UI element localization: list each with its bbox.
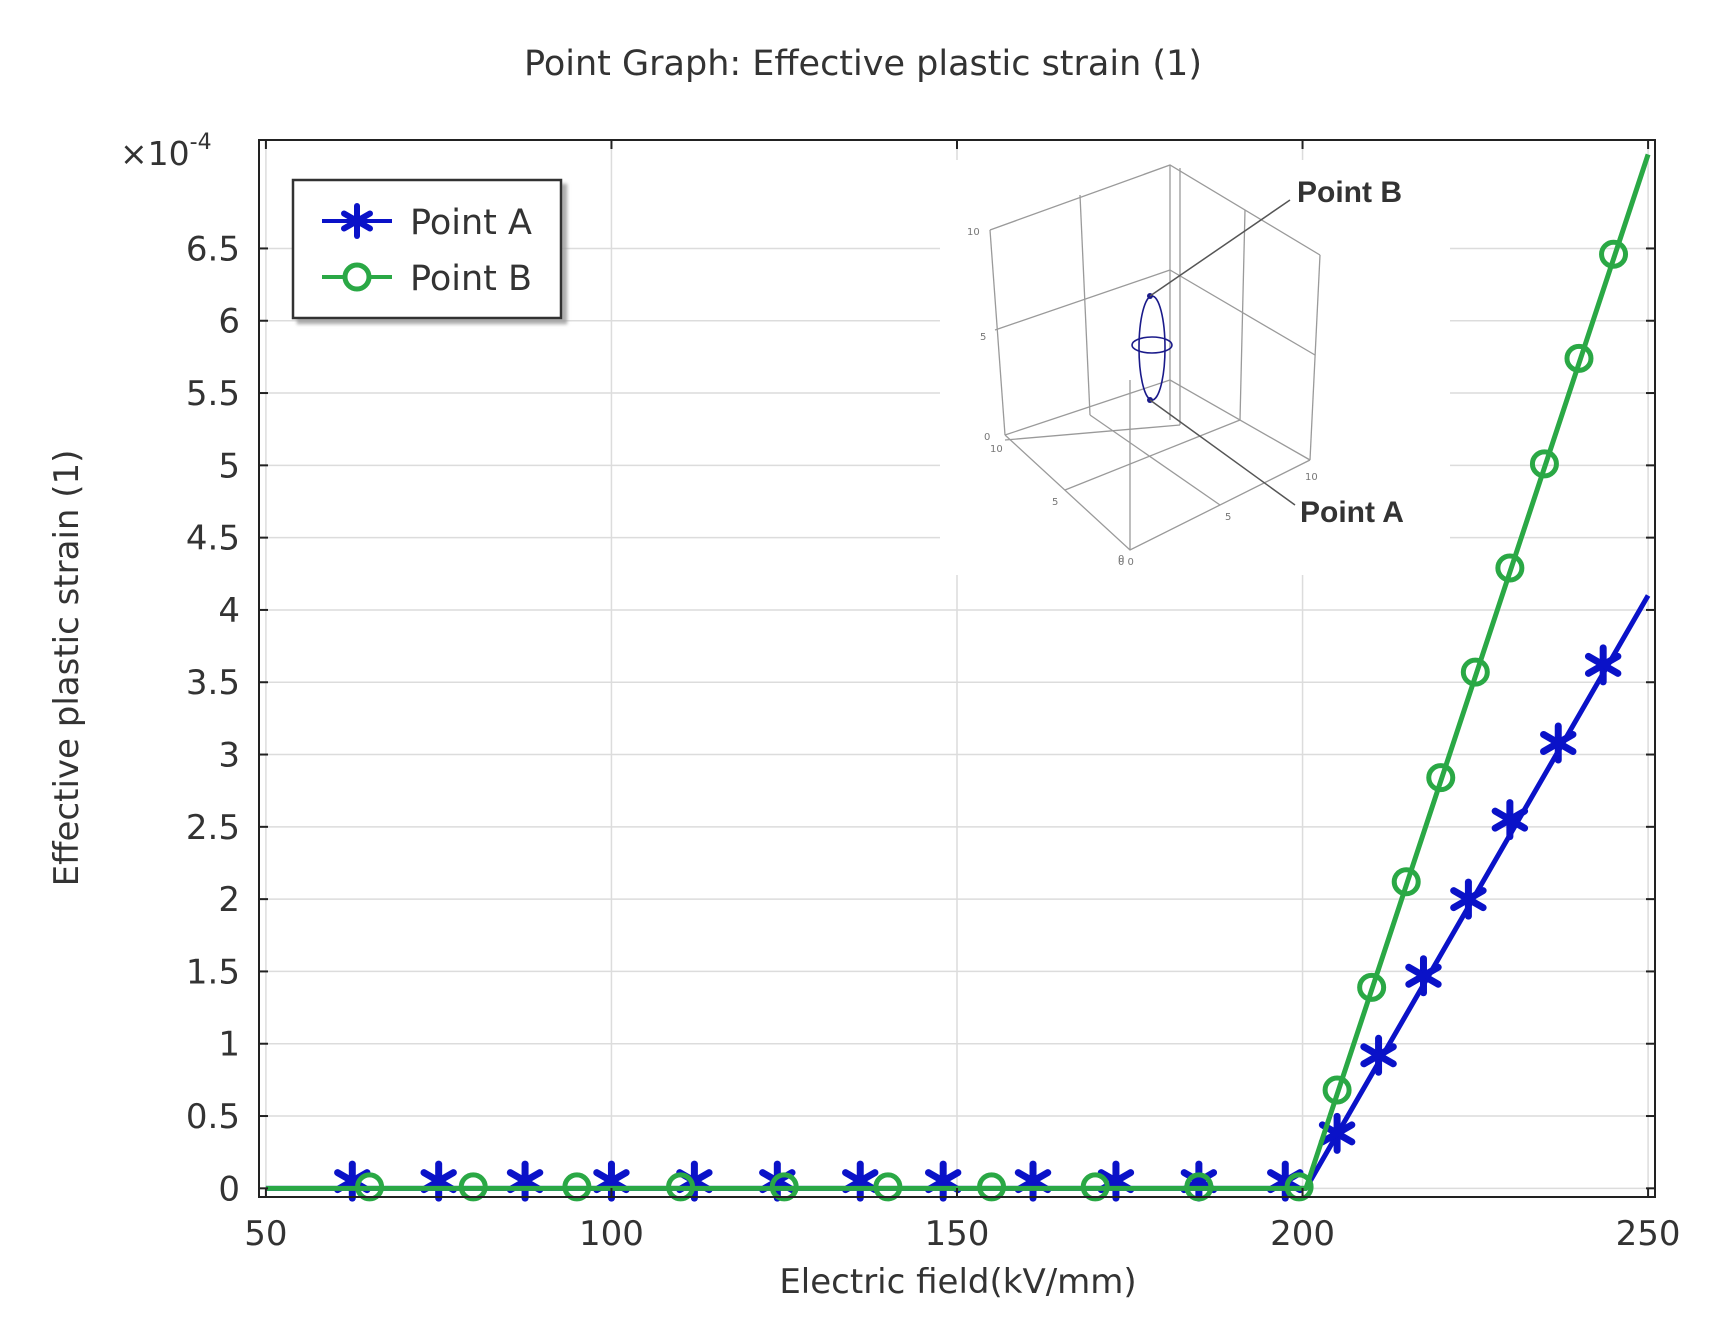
legend-asterisk-icon — [341, 203, 373, 239]
y-tick-label: 3 — [218, 736, 240, 776]
y-axis-multiplier: ×10-4 — [120, 130, 212, 173]
legend-circle-icon — [342, 262, 372, 292]
y-tick-label: 0 — [218, 1169, 240, 1209]
data-point-point-a — [334, 1160, 371, 1202]
series-layer — [265, 153, 1651, 1202]
data-point-point-a — [1014, 1160, 1052, 1202]
data-point-point-b — [1357, 972, 1387, 1002]
inset-tick-label: 0 0 — [1118, 557, 1134, 568]
y-tick-label: 4 — [218, 591, 240, 631]
inset-background — [940, 160, 1450, 575]
data-point-point-b — [769, 1172, 799, 1202]
inset-label-point-a: Point A — [1300, 496, 1404, 529]
x-tick-label: 150 — [925, 1214, 990, 1254]
inset-tick-label: 10 — [967, 227, 980, 238]
data-point-point-a — [506, 1160, 544, 1202]
data-point-point-b — [873, 1172, 903, 1202]
y-tick-label: 4.5 — [186, 519, 240, 559]
data-point-point-b — [1391, 867, 1421, 897]
data-point-point-b — [355, 1172, 385, 1202]
x-tick-label: 100 — [579, 1214, 644, 1254]
data-point-point-b — [1529, 449, 1559, 479]
data-point-point-b — [1460, 657, 1490, 687]
data-point-point-b — [1495, 553, 1525, 583]
x-axis-label: Electric field(kV/mm) — [779, 1262, 1136, 1302]
inset-leader-a — [1149, 399, 1296, 506]
x-tick-label: 50 — [244, 1214, 287, 1254]
data-point-point-a — [676, 1160, 713, 1202]
inset-tick-label: 5 — [980, 332, 986, 343]
data-point-point-b — [1080, 1172, 1110, 1202]
y-tick-label: 6.5 — [186, 229, 240, 269]
inset-tick-label: 0 — [1118, 554, 1124, 565]
data-point-point-a — [1405, 955, 1442, 997]
data-point-point-b — [1322, 1075, 1352, 1105]
data-point-point-a — [1360, 1034, 1397, 1076]
data-point-point-a — [759, 1160, 796, 1202]
y-axis-label: Effective plastic strain (1) — [47, 450, 87, 887]
legend-label-point-a: Point A — [410, 203, 532, 243]
y-tick-label: 5 — [218, 446, 240, 486]
y-tick-label: 3.5 — [186, 663, 240, 703]
inset-label-point-b: Point B — [1297, 176, 1402, 209]
inset-box-wireframe — [989, 164, 1321, 551]
y-tick-labels: 0 0.5 1 1.5 2 2.5 3 3.5 4 4.5 5 5.5 6 6.5 — [186, 229, 240, 1209]
data-point-point-b — [977, 1172, 1007, 1202]
x-tick-labels: 50 100 150 200 250 — [244, 1214, 1680, 1254]
data-point-point-a — [1450, 878, 1487, 920]
series-line-point-b — [265, 153, 1651, 1191]
data-point-point-b — [562, 1172, 592, 1202]
data-point-point-b — [1564, 343, 1594, 373]
legend-item-point-a: Point A — [322, 203, 532, 243]
inset-tick-label: 5 — [1225, 512, 1231, 523]
x-tick-label: 200 — [1270, 1214, 1335, 1254]
y-tick-label: 2 — [218, 880, 240, 920]
legend-item-point-b: Point B — [322, 259, 532, 299]
inset-tick-label: 5 — [1052, 497, 1058, 508]
y-tick-label: 1.5 — [186, 952, 240, 992]
inset-tick-label: 0 — [984, 432, 990, 443]
data-point-point-b — [1284, 1172, 1314, 1202]
data-point-point-b — [1184, 1172, 1214, 1202]
data-point-point-a — [1267, 1160, 1304, 1202]
y-tick-label: 5.5 — [186, 374, 240, 414]
legend: Point A Point B — [291, 178, 563, 320]
inset-leader-b — [1149, 199, 1291, 297]
data-point-point-a — [420, 1160, 457, 1202]
data-point-point-a — [1540, 722, 1577, 764]
axis-ticks — [259, 140, 1655, 1197]
data-point-point-b — [666, 1172, 696, 1202]
chart-title: Point Graph: Effective plastic strain (1… — [524, 44, 1202, 84]
inset-tick-labels: 10 5 0 10 5 0 10 5 0 0 — [967, 227, 1318, 568]
legend-box — [291, 178, 563, 320]
y-tick-label: 0.5 — [186, 1097, 240, 1137]
x-tick-label: 250 — [1616, 1214, 1681, 1254]
data-point-point-a — [842, 1160, 879, 1202]
data-point-point-b — [1599, 239, 1629, 269]
data-point-point-b — [1426, 763, 1456, 793]
geometry-inset: Point B Point A 10 5 0 10 5 0 10 5 0 0 — [940, 160, 1450, 575]
data-point-point-a — [924, 1160, 962, 1202]
y-tick-label: 1 — [218, 1025, 240, 1065]
y-tick-label: 6 — [218, 302, 240, 342]
data-point-point-b — [458, 1172, 488, 1202]
data-point-point-a — [1491, 799, 1529, 841]
y-tick-label: 2.5 — [186, 808, 240, 848]
inset-tick-label: 10 — [990, 444, 1003, 455]
data-point-point-a — [1584, 644, 1622, 686]
legend-label-point-b: Point B — [410, 259, 532, 299]
series-point-b — [265, 153, 1651, 1202]
inset-tick-label: 10 — [1305, 472, 1318, 483]
